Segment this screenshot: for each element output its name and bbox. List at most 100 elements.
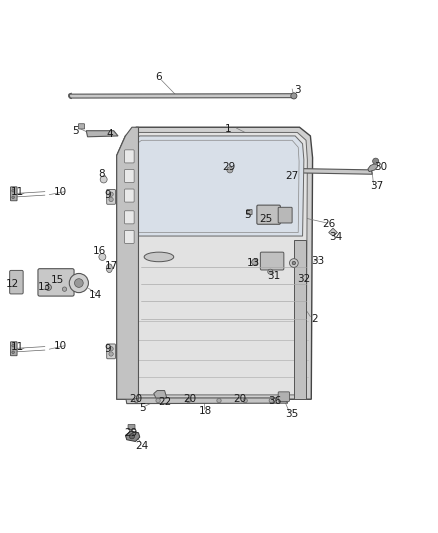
Text: 10: 10 <box>53 341 67 351</box>
Text: 32: 32 <box>297 273 311 284</box>
Text: 31: 31 <box>267 271 280 281</box>
Polygon shape <box>117 127 138 399</box>
Text: 26: 26 <box>322 219 336 229</box>
Polygon shape <box>126 398 288 403</box>
Polygon shape <box>154 391 167 398</box>
Text: 9: 9 <box>105 344 111 354</box>
FancyBboxPatch shape <box>78 124 85 129</box>
Text: 36: 36 <box>268 395 281 406</box>
FancyBboxPatch shape <box>10 270 23 294</box>
Circle shape <box>12 196 14 199</box>
FancyBboxPatch shape <box>11 342 17 356</box>
FancyBboxPatch shape <box>124 189 134 202</box>
Circle shape <box>290 259 298 268</box>
Circle shape <box>186 398 191 403</box>
Polygon shape <box>125 136 304 236</box>
FancyBboxPatch shape <box>247 209 252 215</box>
FancyBboxPatch shape <box>257 205 280 224</box>
Text: 34: 34 <box>329 232 342 242</box>
Text: 14: 14 <box>88 290 102 300</box>
Polygon shape <box>86 131 118 137</box>
Text: 6: 6 <box>155 72 161 82</box>
Circle shape <box>12 351 14 353</box>
FancyBboxPatch shape <box>278 392 290 401</box>
Text: 20: 20 <box>233 394 247 404</box>
Circle shape <box>217 398 221 403</box>
FancyBboxPatch shape <box>124 230 134 244</box>
Text: 37: 37 <box>370 181 383 191</box>
FancyBboxPatch shape <box>124 211 134 224</box>
Circle shape <box>109 192 113 197</box>
Text: 33: 33 <box>311 256 325 266</box>
FancyBboxPatch shape <box>124 169 134 182</box>
Polygon shape <box>294 240 306 399</box>
Text: 20: 20 <box>130 394 143 404</box>
Circle shape <box>109 352 113 356</box>
Text: 9: 9 <box>105 190 111 200</box>
Text: 10: 10 <box>53 187 67 197</box>
Text: 25: 25 <box>259 214 272 224</box>
Circle shape <box>100 176 107 183</box>
Circle shape <box>74 279 83 287</box>
Circle shape <box>156 398 160 403</box>
Circle shape <box>99 254 106 261</box>
Circle shape <box>268 269 273 274</box>
Text: 17: 17 <box>104 261 118 271</box>
Circle shape <box>109 197 113 201</box>
Polygon shape <box>117 127 313 399</box>
Circle shape <box>252 259 258 265</box>
Ellipse shape <box>144 252 174 262</box>
Text: 12: 12 <box>6 279 19 289</box>
Text: 3: 3 <box>294 85 300 95</box>
Text: 18: 18 <box>198 406 212 416</box>
Polygon shape <box>328 228 337 236</box>
Text: 29: 29 <box>124 428 138 438</box>
Circle shape <box>46 284 51 290</box>
Circle shape <box>292 261 296 265</box>
Text: 4: 4 <box>107 129 113 139</box>
Circle shape <box>12 344 14 347</box>
Text: 1: 1 <box>224 124 231 134</box>
FancyBboxPatch shape <box>11 187 17 201</box>
Text: 2: 2 <box>311 314 318 324</box>
Circle shape <box>134 398 138 403</box>
Text: 30: 30 <box>374 162 388 172</box>
Text: 22: 22 <box>158 397 171 407</box>
Text: 20: 20 <box>183 394 196 404</box>
Text: 13: 13 <box>246 258 260 268</box>
Text: 29: 29 <box>222 162 235 172</box>
Circle shape <box>243 398 247 403</box>
Polygon shape <box>69 94 294 98</box>
Polygon shape <box>227 167 372 174</box>
FancyBboxPatch shape <box>107 344 116 359</box>
Circle shape <box>269 398 273 403</box>
Circle shape <box>69 273 88 293</box>
Polygon shape <box>122 133 307 395</box>
Circle shape <box>62 287 67 292</box>
Circle shape <box>12 189 14 192</box>
Circle shape <box>129 434 134 439</box>
Text: 35: 35 <box>286 409 299 418</box>
FancyBboxPatch shape <box>278 207 292 223</box>
Text: 27: 27 <box>286 171 299 181</box>
Text: 13: 13 <box>37 282 51 293</box>
Ellipse shape <box>106 264 113 272</box>
Polygon shape <box>125 431 140 441</box>
Text: 11: 11 <box>11 342 25 352</box>
Text: 8: 8 <box>98 169 105 179</box>
Text: 16: 16 <box>93 246 106 256</box>
Circle shape <box>373 158 379 164</box>
Text: 11: 11 <box>11 187 25 197</box>
Text: 15: 15 <box>50 276 64 286</box>
Text: 24: 24 <box>135 441 148 451</box>
FancyBboxPatch shape <box>124 150 134 163</box>
Text: 5: 5 <box>244 210 251 220</box>
Circle shape <box>109 346 113 351</box>
Circle shape <box>227 167 233 173</box>
FancyBboxPatch shape <box>260 252 284 270</box>
FancyBboxPatch shape <box>128 424 135 430</box>
FancyBboxPatch shape <box>107 189 116 204</box>
Polygon shape <box>368 163 378 172</box>
FancyBboxPatch shape <box>38 269 74 296</box>
Circle shape <box>291 93 297 99</box>
